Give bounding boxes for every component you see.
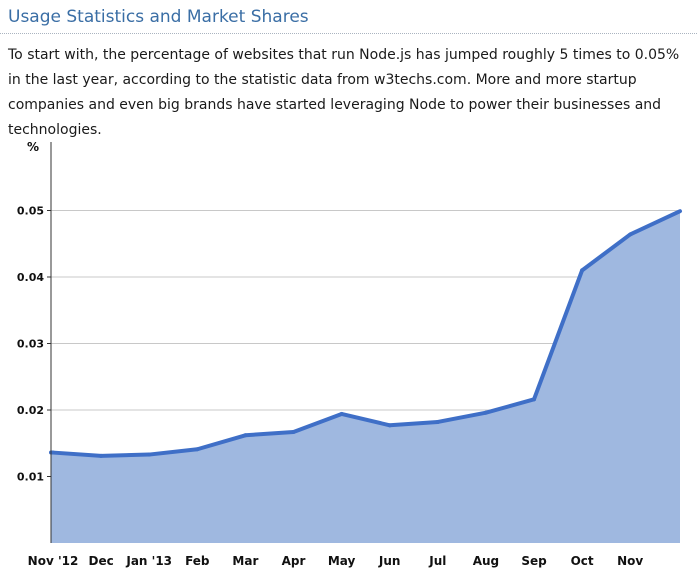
series-line-segment: [580, 232, 633, 273]
data-point-9: [484, 411, 488, 415]
x-tick-label: May: [328, 554, 356, 568]
x-tick-labels: Nov '12 Dec Jan '13 Feb Mar Apr May Jun Jul Aug Se…: [28, 554, 644, 568]
x-tick-label: Oct: [571, 554, 594, 568]
x-tick-label: Jun: [378, 554, 401, 568]
x-tick-label: Nov: [617, 554, 643, 568]
series-line-segment: [339, 411, 392, 428]
data-point-7: [388, 423, 392, 427]
data-point-8: [436, 420, 440, 424]
data-point-11: [580, 268, 584, 272]
series-line-segment: [291, 411, 344, 434]
y-tick-label: 0.03: [17, 338, 44, 351]
data-point-4: [243, 433, 247, 437]
data-point-6: [340, 412, 344, 416]
x-tick-label: Feb: [185, 554, 210, 568]
y-tick-label: 0.04: [17, 271, 44, 284]
y-tick-label: 0.02: [17, 404, 44, 417]
x-tick-label: Nov '12: [28, 554, 79, 568]
data-point-5: [292, 430, 295, 434]
data-point-1: [99, 454, 103, 458]
x-tick-label: Jan '13: [125, 554, 172, 568]
series-line-segment: [483, 397, 536, 415]
x-tick-label: Apr: [282, 554, 306, 568]
series-line-segment: [628, 209, 682, 237]
data-point-2: [147, 453, 151, 457]
x-tick-label: Dec: [88, 554, 113, 568]
series-line-segment: [435, 410, 488, 424]
series-line-segment: [387, 419, 440, 428]
data-point-3: [195, 447, 199, 451]
data-point-0: [51, 451, 55, 455]
data-point-10: [532, 397, 536, 401]
section-heading: Usage Statistics and Market Shares: [8, 7, 309, 27]
y-axis-unit-label: %: [27, 140, 39, 154]
y-tick-labels: 0.01 0.02 0.03 0.04 0.05: [17, 205, 51, 484]
y-tick-label: 0.01: [17, 471, 44, 484]
x-tick-label: Sep: [521, 554, 547, 568]
series-line-segment: [99, 452, 152, 458]
x-tick-label: Aug: [473, 554, 499, 568]
intro-paragraph: To start with, the percentage of website…: [8, 47, 680, 138]
x-tick-label: Mar: [232, 554, 258, 568]
series-line-segment: [195, 433, 248, 452]
series-line-segment: [243, 429, 296, 438]
x-tick-label: Jul: [428, 554, 446, 568]
series-line-segment: [51, 450, 104, 458]
area-fill: [51, 211, 680, 544]
series-line-segment: [147, 447, 200, 457]
heading-divider: [0, 33, 697, 34]
series-line-segment: [532, 268, 585, 402]
y-tick-label: 0.05: [17, 205, 44, 218]
data-point-12: [628, 232, 632, 236]
